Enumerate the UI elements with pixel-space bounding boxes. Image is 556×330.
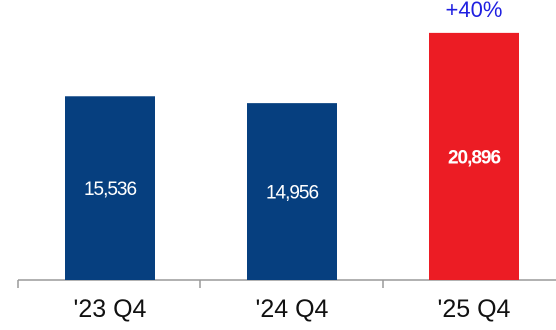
x-tick-label: '25 Q4 (438, 295, 511, 323)
labels: 15,536 '23 Q4 14,956 '24 Q4 20,896 '25 Q4 +40% (74, 0, 511, 323)
x-axis (17, 279, 556, 288)
bars (65, 32, 519, 281)
bar (429, 32, 519, 281)
x-tick-label: '24 Q4 (256, 295, 329, 323)
growth-annotation: +40% (446, 0, 503, 22)
data-label: 20,896 (448, 147, 501, 168)
bar (247, 103, 337, 280)
bar (65, 96, 155, 280)
data-label: 14,956 (266, 183, 319, 204)
data-label: 15,536 (84, 179, 137, 200)
x-tick-label: '23 Q4 (74, 295, 147, 323)
